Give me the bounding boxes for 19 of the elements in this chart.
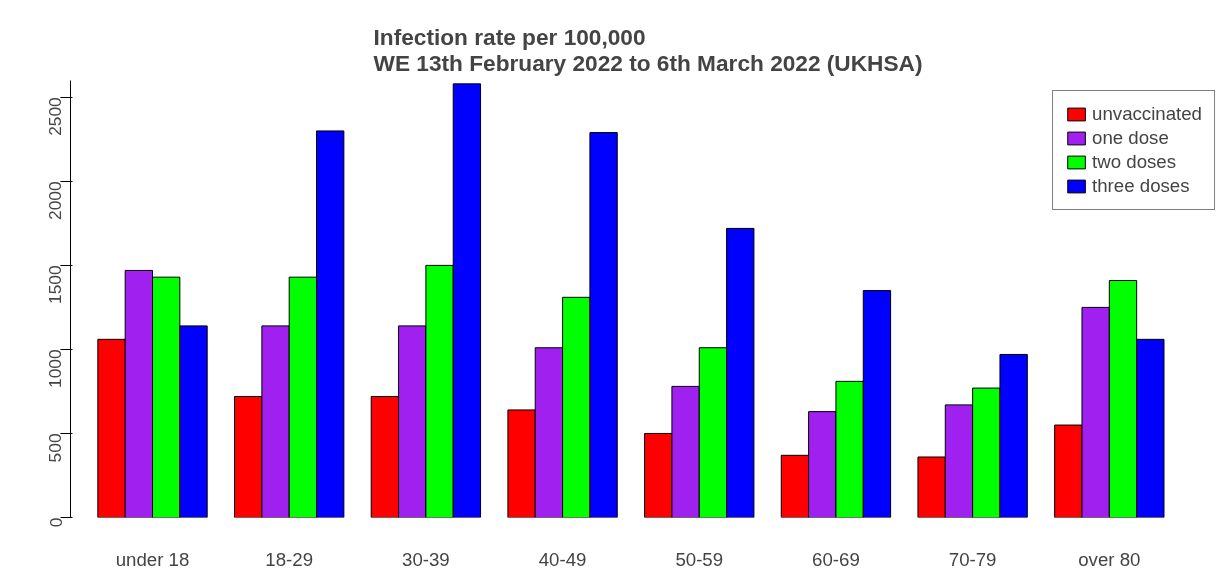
legend-label: two doses bbox=[1092, 151, 1177, 173]
y-tick-label: 1500 bbox=[45, 265, 66, 304]
y-tick-label: 500 bbox=[45, 433, 66, 463]
x-tick-label: 30-39 bbox=[402, 548, 450, 570]
y-tick-label: 1000 bbox=[45, 349, 66, 388]
y-tick-label: 0 bbox=[45, 517, 66, 528]
chart-title: Infection rate per 100,000 WE 13th February 2022 to 6th March 2022 (UKHSA) bbox=[373, 23, 923, 76]
legend-label: three doses bbox=[1092, 175, 1190, 197]
y-tick-label: 2000 bbox=[45, 181, 66, 220]
x-tick-label: 40-49 bbox=[538, 548, 587, 570]
legend-label: one dose bbox=[1092, 127, 1169, 149]
x-tick-label: 60-69 bbox=[812, 548, 860, 570]
x-tick-label: over 80 bbox=[1078, 548, 1141, 570]
x-tick-label: 70-79 bbox=[948, 548, 997, 570]
legend-label: unvaccinated bbox=[1092, 103, 1202, 125]
x-tick-label: 18-29 bbox=[265, 548, 314, 570]
x-tick-label: 50-59 bbox=[675, 548, 724, 570]
x-tick-label: under 18 bbox=[115, 548, 190, 570]
y-tick-label: 2500 bbox=[45, 97, 66, 136]
